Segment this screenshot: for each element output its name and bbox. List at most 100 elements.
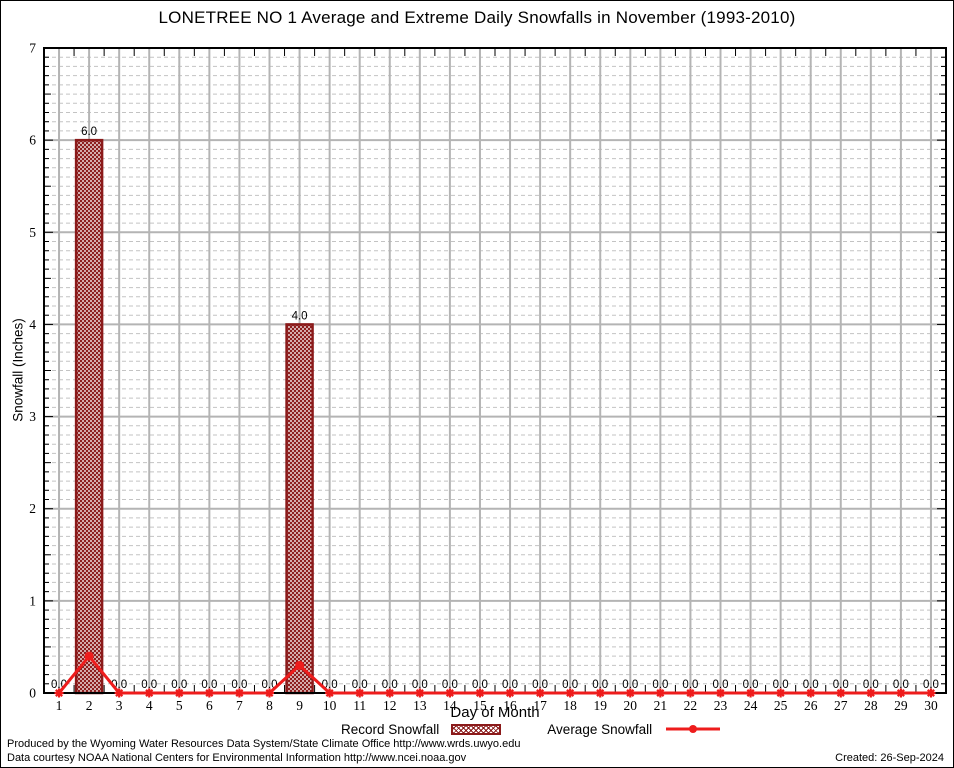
svg-text:11: 11 — [353, 698, 366, 713]
average-point — [806, 688, 816, 698]
svg-text:0: 0 — [29, 686, 36, 701]
record-value-label: 0.0 — [231, 679, 247, 691]
average-point — [746, 688, 756, 698]
record-value-label: 0.0 — [863, 679, 879, 691]
record-value-label: 0.0 — [502, 679, 518, 691]
svg-text:2: 2 — [29, 501, 36, 516]
record-value-label: 0.0 — [773, 679, 789, 691]
svg-text:20: 20 — [624, 698, 638, 713]
average-point — [355, 688, 365, 698]
legend-record-label: Record Snowfall — [341, 721, 440, 737]
average-point — [926, 688, 936, 698]
footer-produced-by: Produced by the Wyoming Water Resources … — [7, 738, 521, 750]
svg-text:15: 15 — [473, 698, 487, 713]
record-bar — [285, 323, 314, 695]
average-point — [385, 688, 395, 698]
average-snowfall-swatch — [666, 725, 721, 733]
record-value-label: 0.0 — [412, 679, 428, 691]
record-value-label: 0.0 — [382, 679, 398, 691]
average-point — [625, 688, 635, 698]
chart-title: LONETREE NO 1 Average and Extreme Daily … — [158, 8, 796, 27]
average-point — [234, 688, 244, 698]
average-point — [685, 688, 695, 698]
svg-text:5: 5 — [29, 225, 36, 240]
record-value-label: 0.0 — [352, 679, 368, 691]
svg-text:6: 6 — [206, 698, 213, 713]
record-value-label: 0.0 — [803, 679, 819, 691]
average-point — [174, 688, 184, 698]
svg-text:18: 18 — [563, 698, 577, 713]
svg-text:22: 22 — [684, 698, 698, 713]
svg-text:9: 9 — [296, 698, 303, 713]
svg-text:21: 21 — [654, 698, 668, 713]
svg-text:2: 2 — [86, 698, 93, 713]
record-value-label: 0.0 — [833, 679, 849, 691]
svg-text:4: 4 — [146, 698, 153, 713]
average-point — [325, 688, 335, 698]
average-point — [415, 688, 425, 698]
record-value-label: 0.0 — [743, 679, 759, 691]
svg-text:29: 29 — [894, 698, 908, 713]
svg-text:30: 30 — [924, 698, 938, 713]
record-value-label: 0.0 — [442, 679, 458, 691]
record-value-label: 0.0 — [622, 679, 638, 691]
average-point — [265, 688, 274, 698]
average-point — [505, 688, 515, 698]
record-value-label: 6.0 — [81, 126, 97, 138]
svg-text:19: 19 — [593, 698, 607, 713]
average-line — [57, 654, 931, 695]
svg-text:3: 3 — [116, 698, 123, 713]
average-point — [445, 688, 455, 698]
average-point — [565, 688, 575, 698]
svg-text:1: 1 — [29, 593, 36, 608]
legend-average-label: Average Snowfall — [547, 721, 653, 737]
record-value-label: 0.0 — [532, 679, 548, 691]
legend: Record Snowfall Average Snowfall — [341, 721, 722, 737]
svg-text:1: 1 — [56, 698, 63, 713]
svg-text:7: 7 — [236, 698, 243, 713]
record-value-label: 0.0 — [652, 679, 668, 691]
record-snowfall-swatch — [451, 723, 502, 735]
svg-text:5: 5 — [176, 698, 183, 713]
y-axis-label: Snowfall (Inches) — [10, 318, 26, 422]
record-value-label: 0.0 — [171, 679, 187, 691]
svg-text:16: 16 — [503, 698, 517, 713]
footer-data-courtesy: Data courtesy NOAA National Centers for … — [7, 752, 467, 764]
svg-text:12: 12 — [383, 698, 397, 713]
average-point — [896, 688, 906, 698]
average-point — [836, 688, 846, 698]
average-point — [204, 688, 214, 698]
record-value-label: 0.0 — [141, 679, 157, 691]
record-value-label: 0.0 — [682, 679, 698, 691]
average-point — [595, 688, 605, 698]
svg-text:24: 24 — [744, 698, 758, 713]
svg-text:27: 27 — [834, 698, 848, 713]
record-value-label: 0.0 — [893, 679, 909, 691]
average-point — [776, 688, 786, 698]
average-point — [144, 688, 154, 698]
record-value-label: 0.0 — [713, 679, 729, 691]
average-point — [866, 688, 876, 698]
svg-text:8: 8 — [266, 698, 273, 713]
svg-text:23: 23 — [714, 698, 728, 713]
average-point — [54, 688, 64, 698]
average-point — [655, 688, 665, 698]
x-axis-label: Day of Month — [450, 704, 540, 721]
average-point — [295, 660, 305, 670]
record-value-label: 0.0 — [592, 679, 608, 691]
svg-text:10: 10 — [323, 698, 337, 713]
average-point — [475, 688, 485, 698]
svg-text:26: 26 — [804, 698, 818, 713]
record-value-label: 0.0 — [562, 679, 578, 691]
svg-text:3: 3 — [29, 409, 36, 424]
svg-text:28: 28 — [864, 698, 878, 713]
svg-text:7: 7 — [29, 41, 36, 56]
svg-text:4: 4 — [29, 317, 36, 332]
average-point — [716, 688, 725, 698]
average-point — [114, 688, 124, 698]
svg-text:17: 17 — [533, 698, 547, 713]
svg-text:13: 13 — [413, 698, 427, 713]
created-date: Created: 26-Sep-2024 — [835, 752, 944, 764]
